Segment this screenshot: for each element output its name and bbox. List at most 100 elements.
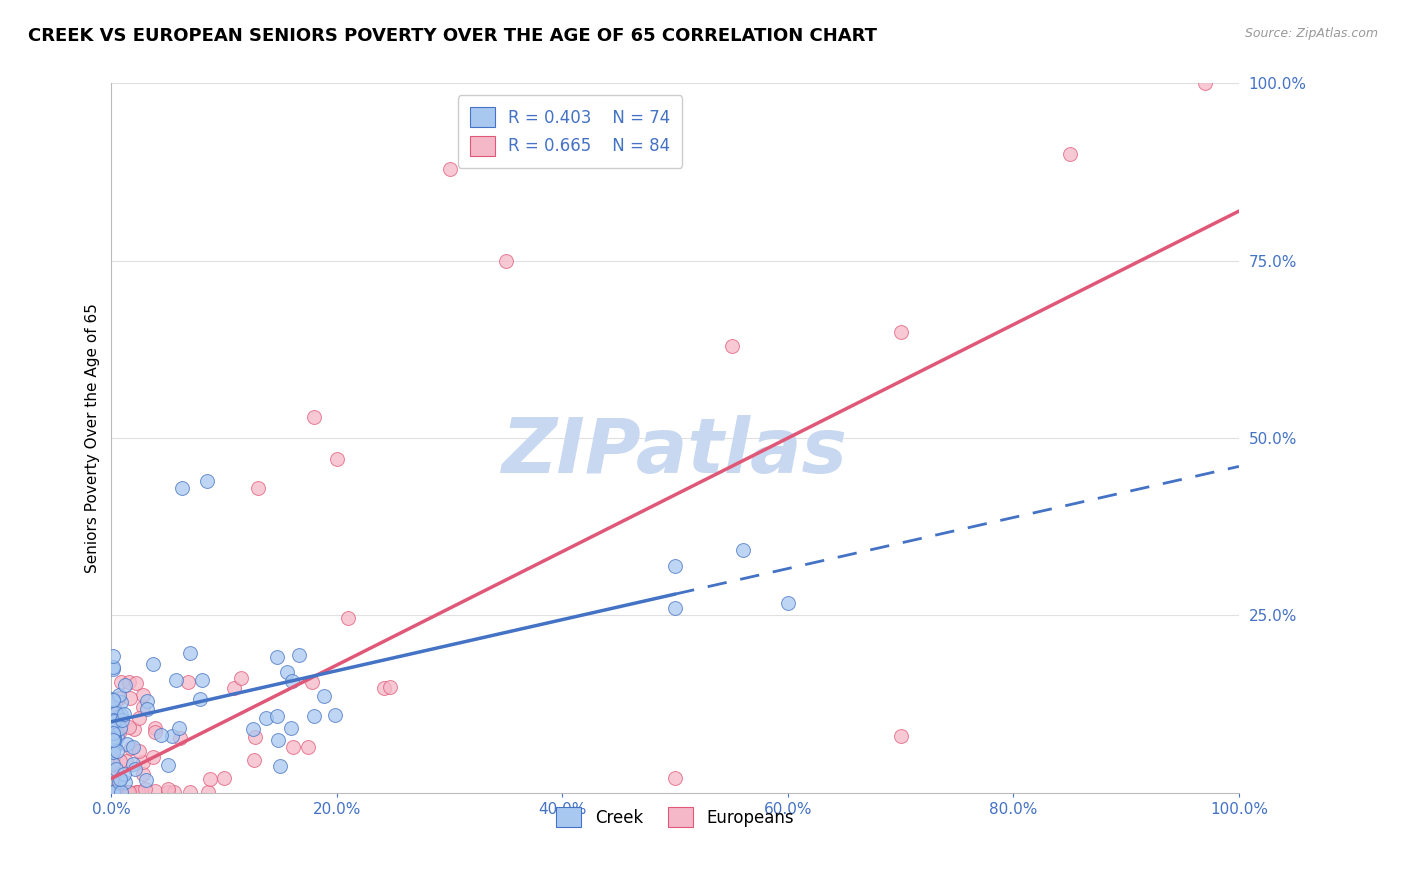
Point: [132, 688, 155, 702]
Point: [110, 755, 132, 769]
Point: [103, 714, 125, 728]
Point: [101, 785, 124, 799]
Point: [101, 649, 124, 664]
Point: [101, 756, 124, 771]
Point: [105, 730, 128, 744]
Point: [101, 785, 124, 799]
Point: [115, 754, 138, 768]
Point: [101, 785, 124, 799]
Point: [103, 785, 125, 799]
Point: [103, 785, 125, 799]
Point: [101, 726, 124, 740]
Point: [172, 481, 194, 495]
Point: [115, 737, 138, 751]
Point: [110, 695, 132, 709]
Point: [169, 731, 191, 745]
Point: [101, 706, 124, 720]
Point: [108, 785, 131, 799]
Point: [110, 707, 132, 722]
Point: [135, 702, 157, 716]
Point: [110, 785, 132, 799]
Point: [149, 727, 172, 741]
Point: [176, 674, 198, 689]
Point: [105, 762, 128, 776]
Point: [101, 785, 124, 799]
Point: [243, 753, 266, 767]
Point: [495, 253, 517, 268]
Point: [128, 744, 150, 758]
Point: [101, 660, 124, 674]
Point: [118, 675, 141, 690]
Text: Source: ZipAtlas.com: Source: ZipAtlas.com: [1244, 27, 1378, 40]
Point: [664, 601, 686, 615]
Text: CREEK VS EUROPEAN SENIORS POVERTY OVER THE AGE OF 65 CORRELATION CHART: CREEK VS EUROPEAN SENIORS POVERTY OVER T…: [28, 27, 877, 45]
Point: [101, 731, 124, 745]
Point: [101, 758, 124, 772]
Point: [108, 688, 131, 702]
Point: [143, 721, 166, 735]
Point: [104, 696, 127, 710]
Point: [124, 722, 146, 736]
Point: [101, 745, 124, 759]
Point: [114, 775, 136, 789]
Point: [167, 721, 190, 735]
Point: [380, 680, 402, 694]
Point: [281, 673, 304, 688]
Point: [288, 648, 311, 663]
Point: [157, 785, 180, 799]
Point: [118, 785, 141, 799]
Point: [128, 711, 150, 725]
Point: [101, 768, 124, 782]
Point: [108, 775, 131, 789]
Point: [231, 671, 253, 685]
Point: [280, 721, 302, 735]
Point: [108, 772, 131, 786]
Point: [101, 756, 124, 771]
Point: [301, 674, 323, 689]
Point: [110, 785, 132, 799]
Point: [105, 785, 128, 799]
Point: [117, 785, 139, 799]
Point: [107, 690, 129, 705]
Point: [101, 727, 124, 741]
Point: [101, 717, 124, 731]
Point: [105, 744, 128, 758]
Point: [165, 673, 187, 688]
Point: [143, 724, 166, 739]
Y-axis label: Seniors Poverty Over the Age of 65: Seniors Poverty Over the Age of 65: [86, 303, 100, 573]
Point: [103, 702, 125, 716]
Point: [156, 757, 179, 772]
Point: [179, 646, 201, 660]
Legend: Creek, Europeans: Creek, Europeans: [550, 800, 800, 834]
Point: [373, 681, 395, 695]
Point: [101, 743, 124, 757]
Point: [129, 785, 152, 799]
Point: [127, 785, 149, 799]
Point: [243, 731, 266, 745]
Point: [101, 714, 124, 728]
Point: [125, 785, 148, 799]
Point: [1059, 147, 1081, 161]
Point: [254, 710, 277, 724]
Point: [188, 692, 211, 706]
Point: [266, 650, 288, 665]
Point: [242, 722, 264, 736]
Point: [145, 784, 167, 798]
Point: [101, 691, 124, 706]
Point: [266, 709, 288, 723]
Point: [101, 751, 124, 765]
Point: [246, 481, 269, 495]
Point: [197, 785, 219, 799]
Point: [101, 785, 124, 799]
Point: [101, 662, 124, 676]
Point: [195, 474, 218, 488]
Point: [222, 681, 245, 695]
Point: [134, 782, 156, 797]
Point: [890, 325, 912, 339]
Point: [731, 542, 754, 557]
Point: [101, 771, 124, 785]
Point: [108, 711, 131, 725]
Point: [121, 757, 143, 772]
Point: [198, 772, 221, 786]
Point: [142, 749, 165, 764]
